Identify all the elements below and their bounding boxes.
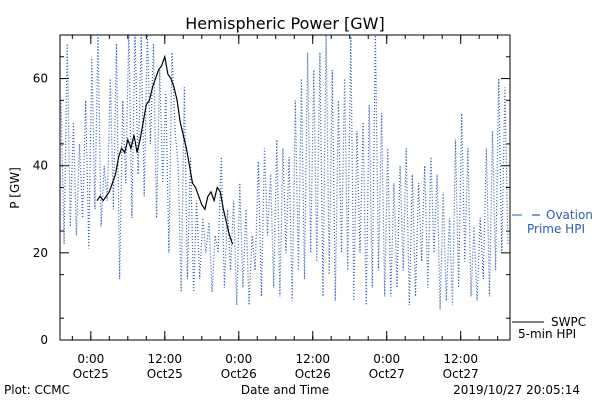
legend: Ovation Prime HPI SWPC 5-min HPI bbox=[512, 208, 593, 341]
x-axis-label: Date and Time bbox=[241, 383, 329, 397]
x-tick-label-date-2: Oct26 bbox=[221, 367, 257, 381]
x-tick-label-time-4: 0:00 bbox=[373, 352, 400, 366]
series-line-ovation-prime-hpi bbox=[60, 35, 509, 310]
x-tick-label-date-4: Oct27 bbox=[369, 367, 405, 381]
legend-label-ovation-line1: Ovation bbox=[546, 208, 593, 222]
series-line-swpc-5min-hpi bbox=[96, 54, 234, 245]
y-tick-label-1: 20 bbox=[33, 246, 48, 260]
x-tick-label-date-5: Oct27 bbox=[443, 367, 479, 381]
x-axis: 0:00Oct2512:00Oct250:00Oct2612:00Oct260:… bbox=[71, 35, 499, 381]
legend-label-swpc-line1: SWPC bbox=[551, 315, 586, 329]
legend-label-swpc-line2: 5-min HPI bbox=[518, 327, 576, 341]
x-tick-label-time-1: 12:00 bbox=[147, 352, 182, 366]
y-axis-label: P [GW] bbox=[8, 167, 22, 209]
x-tick-label-date-0: Oct25 bbox=[73, 367, 109, 381]
footer-plot-source: Plot: CCMC bbox=[4, 383, 70, 397]
y-axis: 0 20 40 60 bbox=[33, 56, 510, 347]
x-tick-label-time-5: 12:00 bbox=[443, 352, 478, 366]
x-tick-label-time-2: 0:00 bbox=[225, 352, 252, 366]
y-tick-label-0: 0 bbox=[40, 333, 48, 347]
x-tick-label-time-3: 12:00 bbox=[295, 352, 330, 366]
y-tick-label-2: 40 bbox=[33, 159, 48, 173]
chart-title: Hemispheric Power [GW] bbox=[185, 14, 384, 33]
x-tick-label-time-0: 0:00 bbox=[77, 352, 104, 366]
footer-timestamp: 2019/10/27 20:05:14 bbox=[453, 383, 580, 397]
x-tick-label-date-1: Oct25 bbox=[147, 367, 183, 381]
series-layer bbox=[60, 35, 509, 310]
y-tick-label-3: 60 bbox=[33, 72, 48, 86]
x-tick-label-date-3: Oct26 bbox=[295, 367, 331, 381]
legend-label-ovation-line2: Prime HPI bbox=[527, 222, 585, 236]
